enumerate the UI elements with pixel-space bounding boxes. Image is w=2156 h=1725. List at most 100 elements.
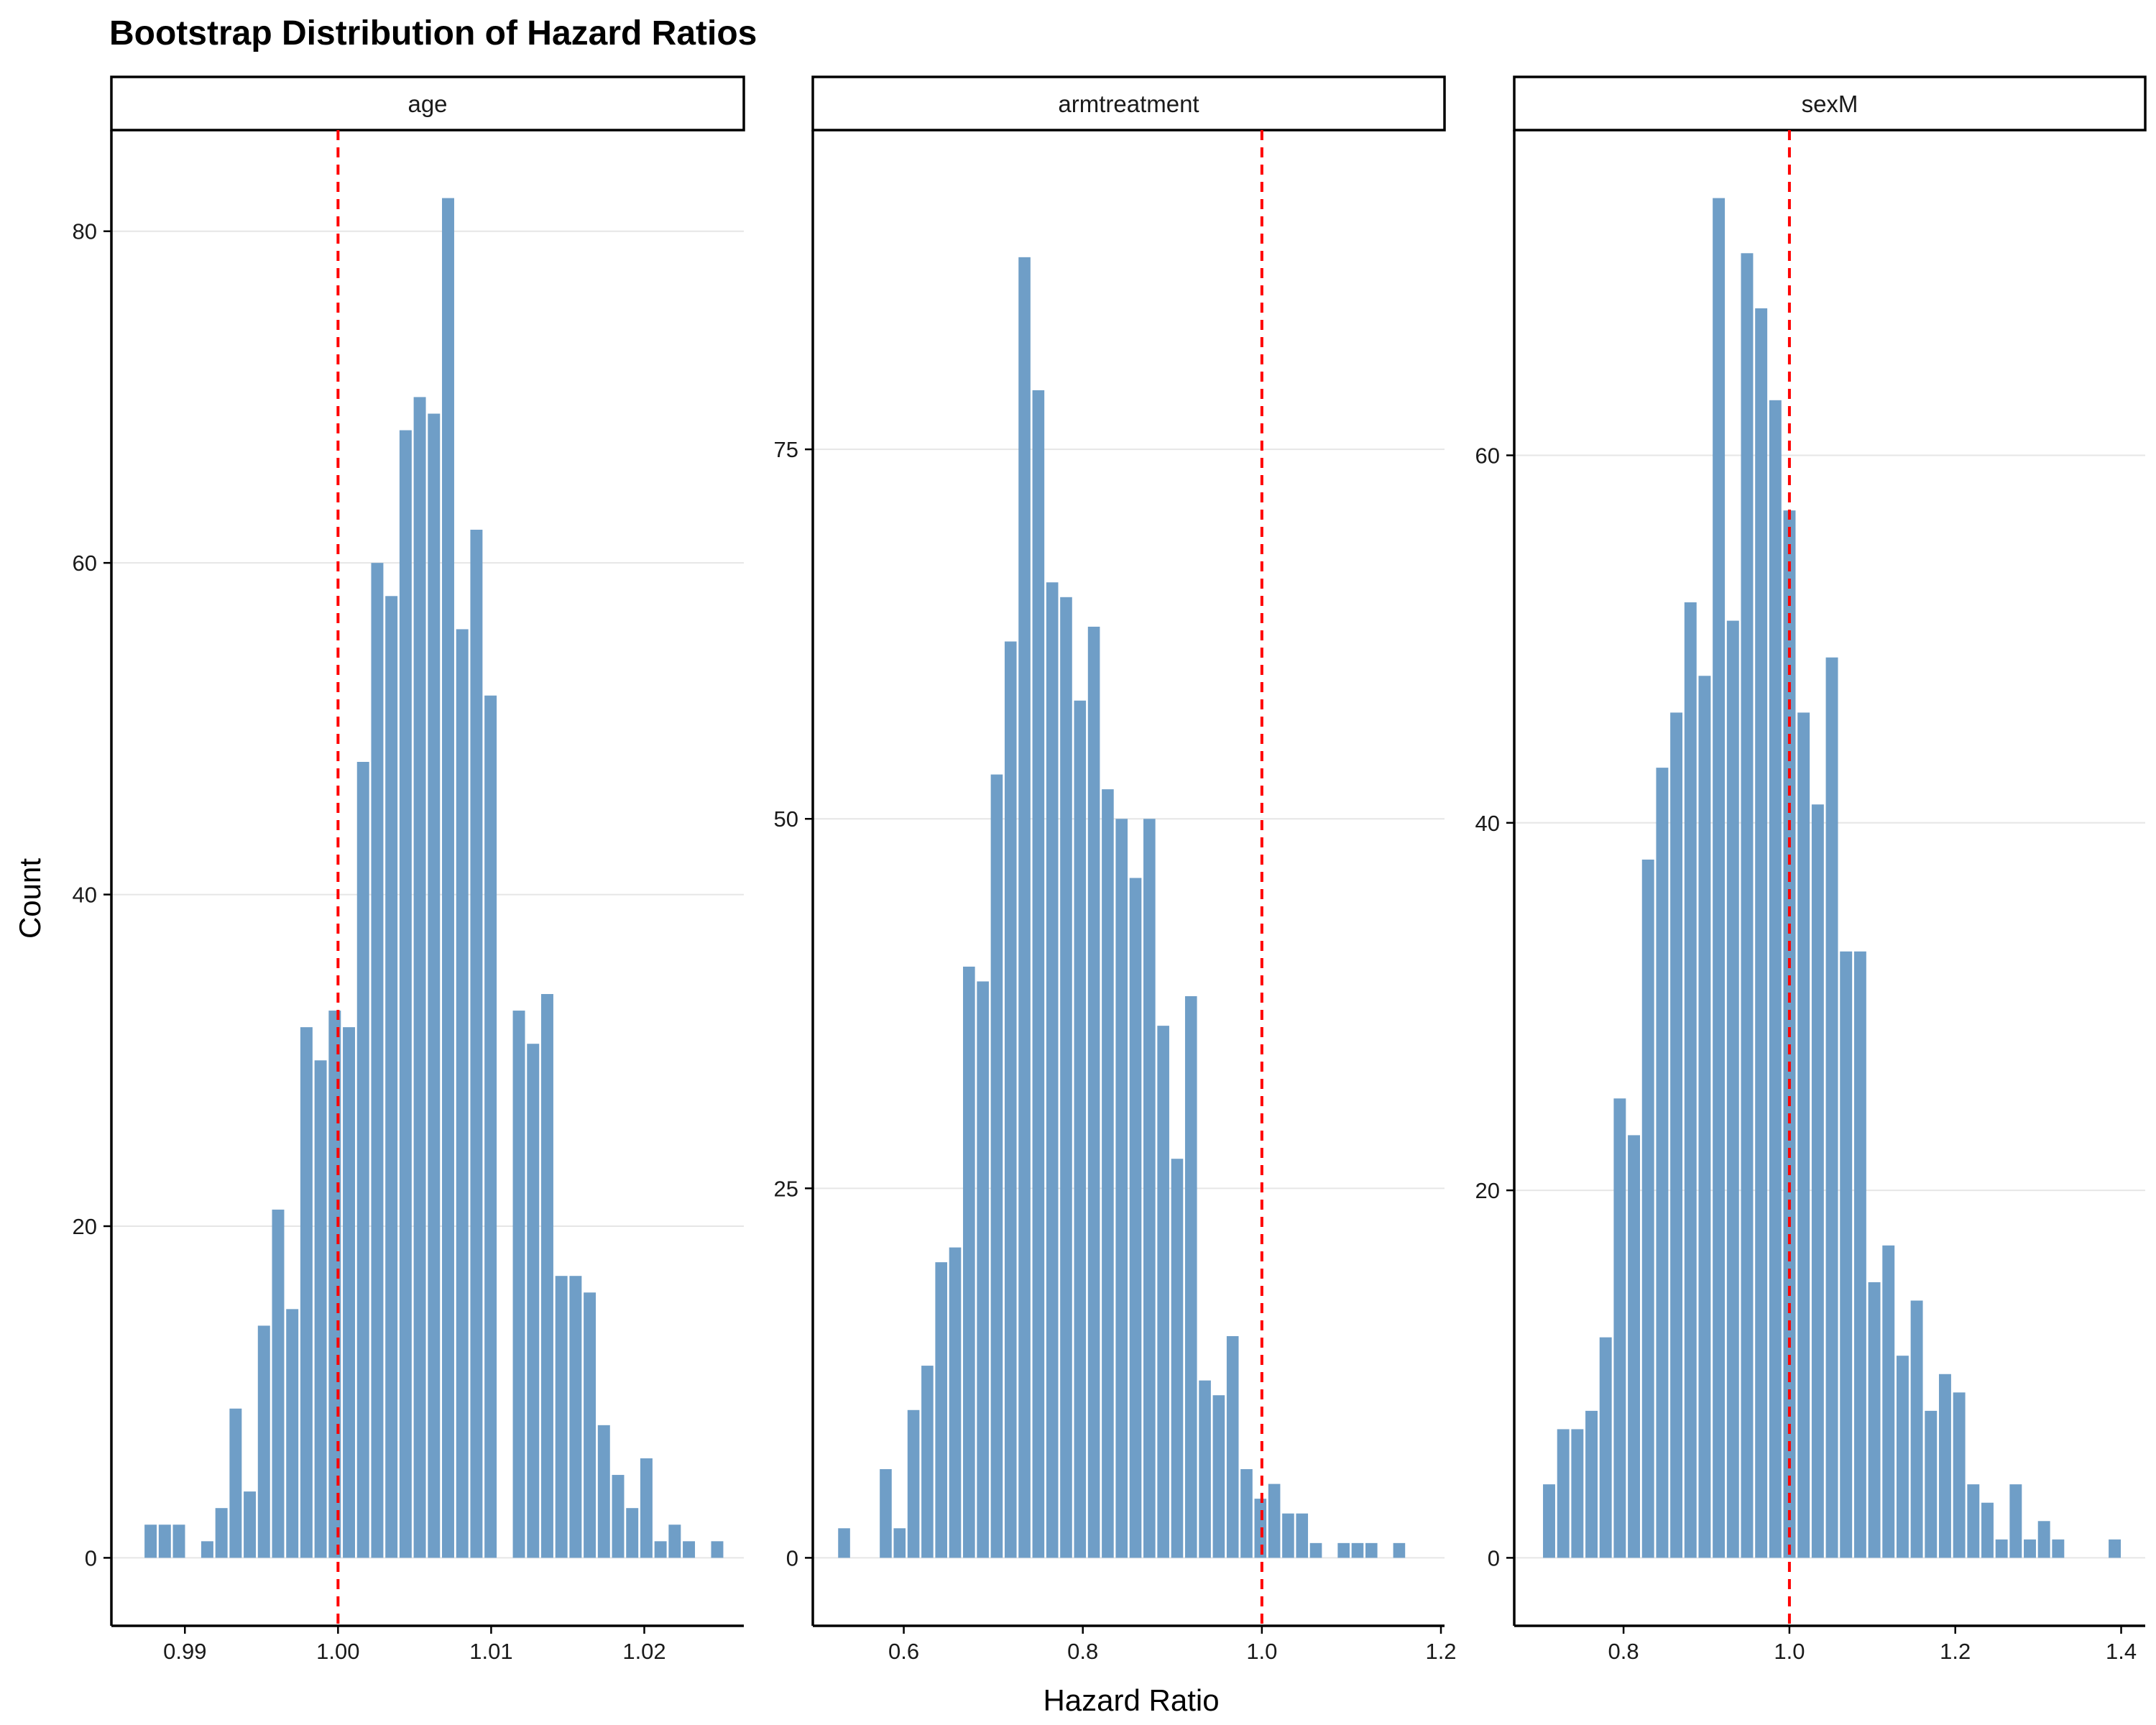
y-tick-label: 40 (1475, 811, 1500, 836)
histogram-bar (385, 596, 398, 1558)
facet-label-sexM: sexM (1802, 91, 1858, 117)
histogram-bar (1599, 1337, 1612, 1558)
histogram-bar (1910, 1300, 1923, 1558)
histogram-bar (683, 1541, 696, 1558)
histogram-bar (569, 1276, 582, 1558)
histogram-bar (272, 1209, 285, 1558)
x-tick-label: 1.01 (469, 1639, 512, 1664)
histogram-bar (1967, 1484, 1980, 1558)
histogram-bar (1585, 1410, 1598, 1558)
histogram-bar (1115, 819, 1128, 1558)
histogram-bar (1143, 819, 1156, 1558)
histogram-bar (1543, 1484, 1555, 1558)
histogram-bar (540, 993, 553, 1558)
y-tick-label: 60 (1475, 443, 1500, 469)
histogram-bar (1268, 1484, 1281, 1558)
histogram-bar (990, 774, 1003, 1558)
histogram-bar (1628, 1135, 1641, 1558)
facet-strip-age (110, 75, 745, 132)
histogram-bar (1393, 1542, 1406, 1558)
histogram-bar (172, 1524, 185, 1558)
histogram-bar (2037, 1521, 2050, 1558)
histogram-bar (300, 1027, 313, 1558)
histogram-bar (413, 397, 426, 1558)
histogram-bar (215, 1508, 228, 1558)
histogram-bar (1018, 257, 1031, 1558)
histogram-bar (257, 1325, 270, 1558)
y-tick-label: 0 (85, 1545, 97, 1570)
histogram-bar (963, 966, 975, 1558)
histogram-bar (2009, 1484, 2022, 1558)
histogram-bar (286, 1309, 299, 1558)
histogram-bar (371, 563, 384, 1558)
histogram-bar (1254, 1499, 1267, 1558)
histogram-bar (1309, 1542, 1322, 1558)
histogram-bar (668, 1524, 681, 1558)
y-tick-label: 80 (73, 219, 97, 244)
histogram-bar (654, 1541, 667, 1558)
histogram-bar (328, 1011, 341, 1558)
histogram-bar (442, 198, 454, 1558)
histogram-bar (711, 1541, 724, 1558)
histogram-bar (1004, 641, 1017, 1558)
x-tick-label: 1.02 (622, 1639, 665, 1664)
histogram-bar (201, 1541, 213, 1558)
histogram-bar (1102, 789, 1114, 1558)
histogram-bar (1741, 253, 1754, 1558)
histogram-bar (1557, 1429, 1570, 1558)
x-tick-label: 0.8 (1608, 1639, 1639, 1664)
histogram-bar (626, 1508, 639, 1558)
histogram-bar (1571, 1429, 1584, 1558)
histogram-bar (1157, 1026, 1169, 1558)
histogram-bar (838, 1528, 850, 1558)
x-tick-label: 0.99 (163, 1639, 206, 1664)
y-tick-label: 25 (774, 1176, 798, 1201)
x-tick-label: 1.2 (1425, 1639, 1456, 1664)
histogram-bar (597, 1425, 610, 1558)
histogram-bar (1656, 768, 1669, 1558)
histogram-bar (1212, 1395, 1225, 1558)
histogram-bar (1613, 1098, 1626, 1558)
histogram-bar (1074, 700, 1087, 1558)
histogram-bar (1896, 1356, 1909, 1558)
histogram-bar (1713, 198, 1726, 1558)
histogram-bar (2052, 1539, 2065, 1558)
histogram-bar (935, 1262, 948, 1558)
histogram-bar (893, 1528, 906, 1558)
y-tick-label: 60 (73, 551, 97, 576)
histogram-bar (1868, 1282, 1881, 1558)
histogram-bar (229, 1408, 242, 1558)
histogram-bar (1226, 1335, 1239, 1558)
histogram-bar (1938, 1374, 1951, 1558)
facet-strip-sexM (1513, 75, 2147, 132)
histogram-bar (1726, 620, 1739, 1558)
facet-age: age 0 20 40 60 80 0.99 1.00 1.01 1.02 (73, 75, 745, 1664)
facet-sexM: sexM 0 20 40 60 0.8 1.0 1.2 1.4 (1475, 75, 2147, 1664)
histogram-bar (1825, 657, 1838, 1558)
y-tick-label: 20 (1475, 1178, 1500, 1203)
facet-label-age: age (407, 91, 447, 117)
histogram-bar (1670, 712, 1683, 1558)
facet-strip-armtreatment (811, 75, 1446, 132)
y-tick-label: 20 (73, 1214, 97, 1239)
histogram-bar (343, 1027, 356, 1558)
histogram-bar (640, 1458, 653, 1558)
histogram-bar (1995, 1539, 2008, 1558)
x-axis-title: Hazard Ratio (1043, 1683, 1219, 1717)
y-tick-label: 75 (774, 437, 798, 462)
y-axis-title: Count (13, 858, 47, 939)
y-tick-label: 50 (774, 806, 798, 832)
histogram-bar (1046, 582, 1059, 1558)
histogram-bar (1684, 602, 1697, 1558)
histogram-bar (1365, 1542, 1378, 1558)
histogram-bar (1184, 996, 1197, 1558)
histogram-bar (1060, 597, 1072, 1558)
histogram-bar (555, 1276, 568, 1558)
histogram-bar (1853, 951, 1866, 1558)
histogram-bar (470, 530, 483, 1558)
histogram-bar (399, 430, 412, 1558)
histogram-bar (456, 629, 469, 1558)
histogram-bar (1698, 676, 1711, 1558)
